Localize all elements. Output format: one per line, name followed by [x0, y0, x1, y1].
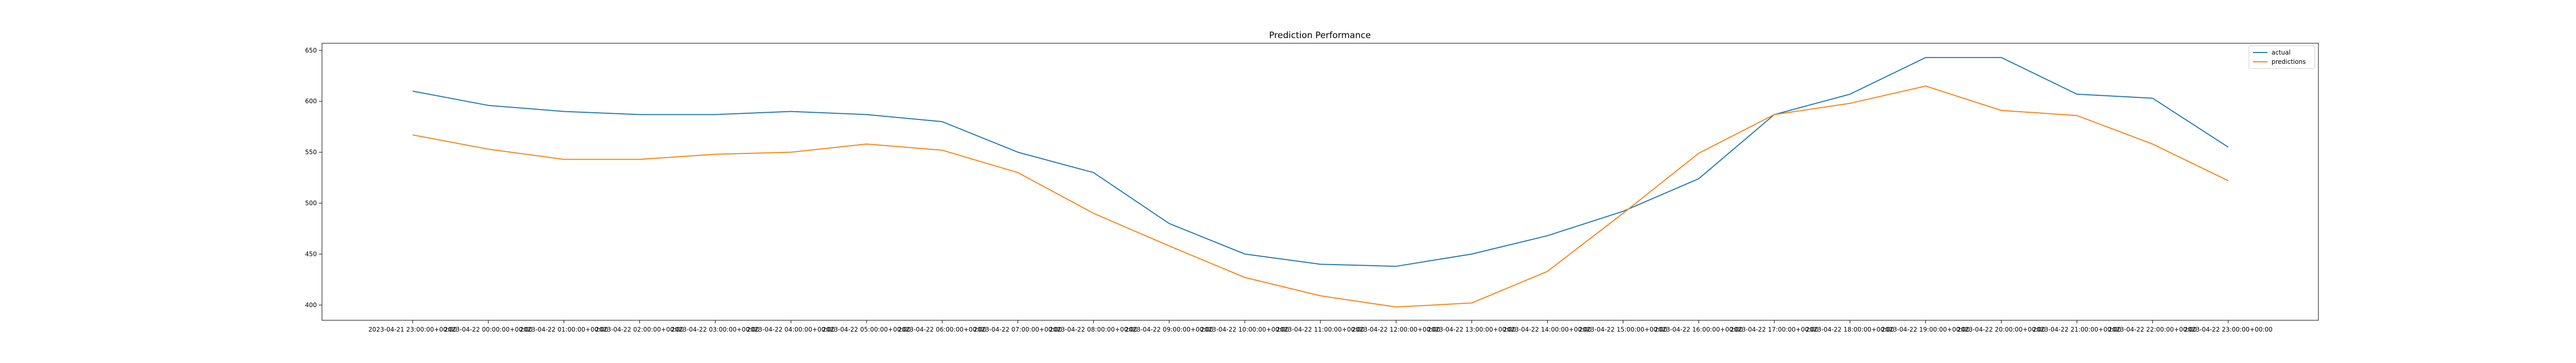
y-tick-label: 650: [305, 47, 317, 54]
x-tick-label: 2023-04-22 23:00:00+00:00: [2184, 326, 2273, 333]
legend-label-predictions: predictions: [2272, 58, 2306, 65]
legend: actual predictions: [2249, 46, 2315, 68]
y-tick-label: 550: [305, 149, 317, 156]
chart-title: Prediction Performance: [1269, 30, 1371, 41]
y-tick-label: 500: [305, 200, 317, 207]
y-tick-label: 450: [305, 250, 317, 257]
y-axis: 400 450 500 550 600 650: [305, 47, 322, 308]
y-tick-label: 600: [305, 98, 317, 105]
plot-frame: [322, 43, 2318, 320]
series-layer: [413, 58, 2228, 307]
series-line-actual: [413, 58, 2228, 267]
legend-label-actual: actual: [2272, 49, 2291, 56]
y-tick-label: 400: [305, 301, 317, 308]
series-line-predictions: [413, 86, 2228, 307]
